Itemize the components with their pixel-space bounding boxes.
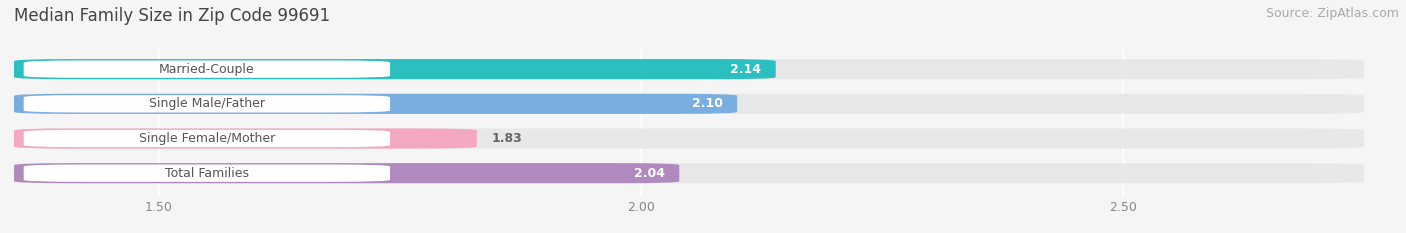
Text: Total Families: Total Families — [165, 167, 249, 180]
FancyBboxPatch shape — [24, 61, 389, 78]
FancyBboxPatch shape — [14, 128, 1364, 149]
FancyBboxPatch shape — [14, 94, 1364, 114]
Text: Source: ZipAtlas.com: Source: ZipAtlas.com — [1265, 7, 1399, 20]
Text: 1.83: 1.83 — [491, 132, 522, 145]
FancyBboxPatch shape — [24, 164, 389, 182]
FancyBboxPatch shape — [24, 130, 389, 147]
FancyBboxPatch shape — [24, 95, 389, 113]
Text: Single Male/Father: Single Male/Father — [149, 97, 264, 110]
FancyBboxPatch shape — [14, 94, 737, 114]
FancyBboxPatch shape — [14, 59, 1364, 79]
Text: Single Female/Mother: Single Female/Mother — [139, 132, 276, 145]
FancyBboxPatch shape — [14, 163, 679, 183]
FancyBboxPatch shape — [14, 128, 477, 149]
FancyBboxPatch shape — [14, 59, 776, 79]
FancyBboxPatch shape — [14, 163, 1364, 183]
Text: Married-Couple: Married-Couple — [159, 63, 254, 76]
Text: 2.14: 2.14 — [730, 63, 761, 76]
Text: 2.10: 2.10 — [692, 97, 723, 110]
Text: 2.04: 2.04 — [634, 167, 665, 180]
Text: Median Family Size in Zip Code 99691: Median Family Size in Zip Code 99691 — [14, 7, 330, 25]
